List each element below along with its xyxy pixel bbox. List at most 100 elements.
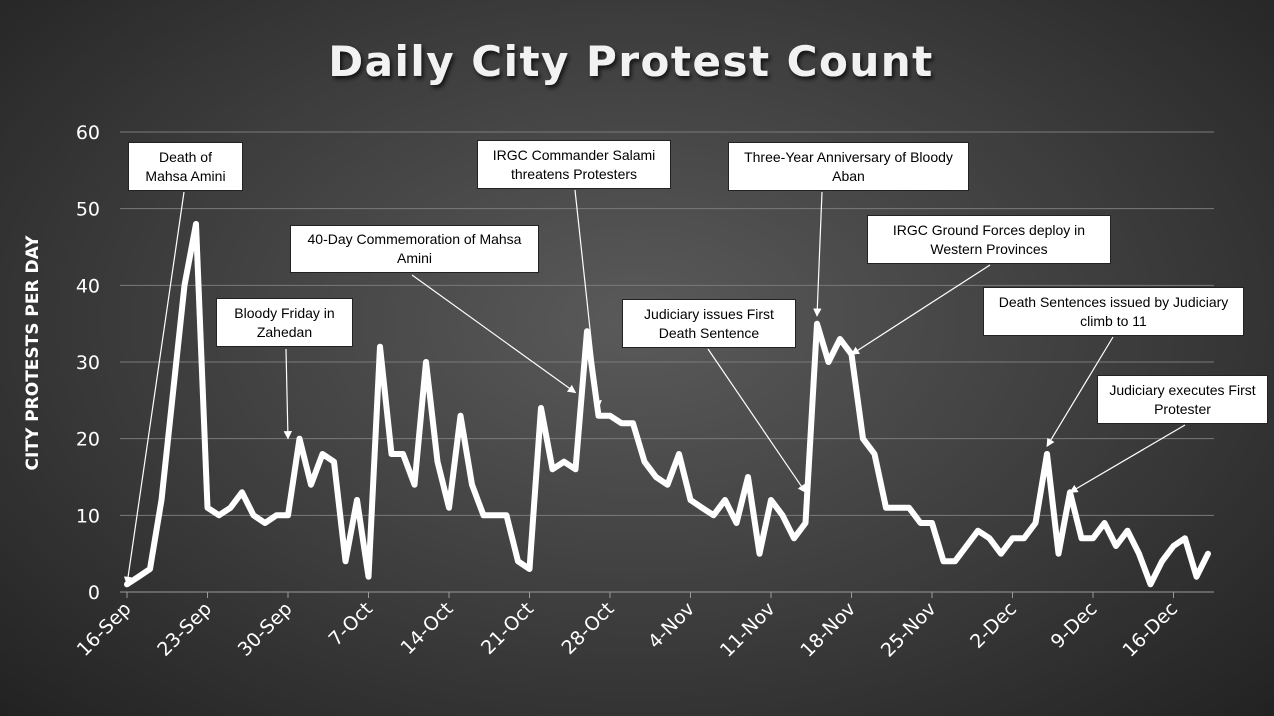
data-point bbox=[262, 520, 268, 526]
data-point bbox=[1033, 520, 1038, 526]
data-point bbox=[159, 497, 164, 503]
data-point bbox=[469, 482, 475, 488]
data-point bbox=[688, 497, 693, 503]
data-point bbox=[504, 512, 509, 518]
data-point bbox=[642, 459, 647, 465]
annotation-box: 40-Day Commemoration of Mahsa Amini bbox=[290, 225, 539, 273]
annotation-box: Judiciary executes First Protester bbox=[1097, 375, 1268, 424]
data-point bbox=[1044, 451, 1050, 457]
annotation-text-line: IRGC Commander Salami bbox=[492, 146, 656, 163]
data-point bbox=[1056, 551, 1061, 557]
x-tick-labels: 16-Sep 23-Sep 30-Sep 7-Oct 14-Oct 21-Oct 28-Oc… bbox=[73, 592, 1182, 662]
annotation-text-line: Death Sentence bbox=[658, 324, 760, 341]
annotation-box: Death Sentences issued by Judiciary climb… bbox=[983, 287, 1244, 336]
y-tick-label: 40 bbox=[76, 275, 100, 297]
annotation-arrow bbox=[1046, 336, 1114, 448]
annotation-text-line: Three-Year Anniversary of Bloody bbox=[744, 148, 953, 165]
x-tick-label: 21-Oct bbox=[477, 598, 538, 659]
data-point bbox=[975, 528, 981, 534]
x-tick-label: 14-Oct bbox=[396, 598, 457, 659]
annotation-text-line: Aban bbox=[832, 167, 865, 184]
data-point bbox=[757, 551, 762, 557]
y-tick-label: 60 bbox=[76, 122, 100, 144]
data-point bbox=[147, 566, 153, 572]
data-point bbox=[377, 344, 383, 350]
data-point bbox=[929, 520, 935, 526]
data-point bbox=[193, 221, 199, 227]
data-point bbox=[872, 451, 877, 457]
data-point bbox=[366, 574, 371, 580]
data-point bbox=[665, 482, 670, 488]
data-point bbox=[1090, 535, 1096, 541]
data-point bbox=[791, 535, 797, 541]
y-tick-labels: 0 10 20 30 40 50 60 bbox=[76, 122, 100, 604]
x-tick-label: 4-Nov bbox=[644, 598, 699, 653]
data-point bbox=[607, 413, 613, 419]
data-point bbox=[711, 512, 716, 518]
x-tick-label: 25-Nov bbox=[877, 598, 941, 662]
annotation-text-line: Protester bbox=[1154, 400, 1211, 417]
data-point bbox=[297, 436, 302, 442]
data-point bbox=[1205, 551, 1211, 557]
annotation-text-line: Zahedan bbox=[256, 323, 313, 340]
data-point bbox=[527, 566, 532, 572]
y-tick-label: 30 bbox=[76, 352, 100, 374]
annotation-box: Three-Year Anniversary of Bloody Aban bbox=[728, 142, 969, 191]
annotation-text-line: Judiciary executes First bbox=[1109, 381, 1256, 398]
annotation-box: Bloody Friday in Zahedan bbox=[216, 298, 353, 347]
data-point bbox=[1194, 574, 1199, 580]
data-point bbox=[412, 482, 417, 488]
y-tick-label: 20 bbox=[76, 429, 100, 451]
data-point bbox=[561, 459, 567, 465]
data-point bbox=[343, 558, 348, 564]
data-point bbox=[550, 466, 555, 472]
annotation-text: IRGC Ground Forces deploy in Western Prov… bbox=[893, 221, 1085, 259]
annotation-text-line: 40-Day Commemoration of Mahsa bbox=[307, 231, 522, 247]
annotation-text: 40-Day Commemoration of Mahsa Amini bbox=[308, 230, 522, 268]
data-point bbox=[780, 512, 785, 518]
data-point bbox=[216, 512, 222, 518]
x-tick-label: 28-Oct bbox=[557, 598, 618, 659]
annotation-text: Bloody Friday in Zahedan bbox=[234, 304, 334, 342]
data-point bbox=[596, 413, 601, 419]
data-point bbox=[1125, 528, 1130, 534]
annotation-text: Judiciary issues First Death Sentence bbox=[644, 305, 774, 343]
annotation-text-line: Judiciary issues First bbox=[644, 305, 774, 322]
y-axis-label: CITY PROTESTS PER DAY bbox=[23, 235, 43, 471]
data-point bbox=[136, 574, 141, 580]
annotation-box: Death of Mahsa Amini bbox=[128, 142, 243, 191]
data-point bbox=[918, 520, 923, 526]
data-point bbox=[423, 359, 429, 365]
annotation-arrow bbox=[850, 264, 991, 355]
data-point bbox=[1171, 543, 1176, 549]
data-point bbox=[745, 474, 751, 480]
y-tick-label: 50 bbox=[76, 199, 100, 221]
annotation-arrow bbox=[411, 274, 577, 394]
data-point bbox=[734, 520, 739, 526]
data-point bbox=[964, 543, 969, 549]
annotation-text: Death Sentences issued by Judiciary climb… bbox=[999, 293, 1229, 331]
data-point bbox=[826, 359, 831, 365]
x-tick-label: 16-Dec bbox=[1119, 598, 1183, 662]
data-point bbox=[906, 505, 912, 511]
annotation-text-line: Amini bbox=[396, 250, 432, 266]
data-point bbox=[1021, 535, 1027, 541]
annotation-text-line: Mahsa Amini bbox=[145, 167, 226, 184]
annotation-arrow bbox=[813, 191, 823, 317]
data-point bbox=[239, 489, 245, 495]
annotation-box: Judiciary issues First Death Sentence bbox=[622, 299, 796, 348]
annotation-text: Death of Mahsa Amini bbox=[145, 148, 225, 186]
data-point bbox=[182, 282, 187, 288]
data-point bbox=[837, 336, 843, 342]
x-tick-label: 2-Dec bbox=[966, 598, 1021, 653]
x-tick-label: 16-Sep bbox=[73, 598, 136, 661]
annotation-arrow bbox=[707, 348, 806, 494]
annotation-text-line: climb to 11 bbox=[1080, 312, 1147, 329]
data-point bbox=[205, 505, 210, 511]
data-point bbox=[998, 551, 1004, 557]
annotation-text-line: IRGC Ground Forces deploy in bbox=[892, 221, 1086, 238]
data-point bbox=[170, 390, 176, 396]
data-point bbox=[1079, 535, 1084, 541]
